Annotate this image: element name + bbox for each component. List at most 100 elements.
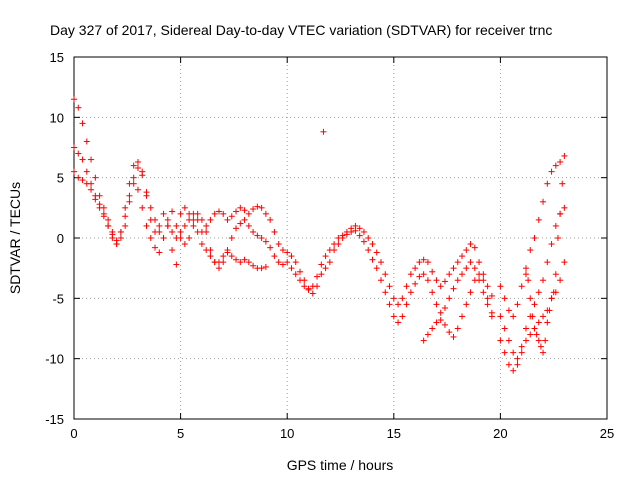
data-point <box>186 210 193 217</box>
data-point <box>348 228 355 235</box>
data-point <box>320 128 327 135</box>
data-point <box>454 259 461 266</box>
data-point <box>407 271 414 278</box>
data-point <box>134 165 141 172</box>
data-point <box>454 325 461 332</box>
data-point <box>373 249 380 256</box>
data-point <box>548 241 555 248</box>
data-point <box>250 228 257 235</box>
data-point <box>514 301 521 308</box>
data-point <box>557 210 564 217</box>
data-point <box>484 301 491 308</box>
data-point <box>258 265 265 272</box>
data-point <box>522 337 529 344</box>
data-point <box>535 319 542 326</box>
data-point <box>262 263 269 270</box>
data-point <box>139 172 146 179</box>
axis-ticks <box>73 56 608 420</box>
data-point <box>190 222 197 229</box>
data-point <box>109 231 116 238</box>
data-point <box>540 198 547 205</box>
data-point <box>71 144 77 151</box>
data-point <box>531 235 538 241</box>
x-tick-label: 20 <box>493 426 507 441</box>
data-point <box>122 213 129 220</box>
data-point <box>561 204 568 211</box>
data-point <box>241 216 248 223</box>
data-point <box>501 295 508 302</box>
data-point <box>522 325 529 332</box>
data-point <box>233 225 240 232</box>
data-point <box>181 241 188 248</box>
data-point <box>156 249 163 256</box>
data-point <box>215 259 222 266</box>
data-point <box>130 162 137 169</box>
data-point <box>284 249 291 256</box>
data-point <box>424 331 431 338</box>
data-point <box>446 295 453 302</box>
data-point <box>552 222 559 229</box>
data-point <box>224 216 231 223</box>
data-point <box>326 247 333 254</box>
data-point <box>100 213 107 220</box>
data-point <box>441 304 448 311</box>
data-point <box>433 319 440 326</box>
data-point <box>181 204 188 211</box>
data-point <box>467 241 474 248</box>
data-point <box>237 204 244 211</box>
data-point <box>220 210 227 217</box>
data-point <box>134 158 141 165</box>
data-point <box>360 228 367 235</box>
data-point <box>542 337 549 344</box>
data-point <box>267 216 274 223</box>
data-point <box>224 249 231 256</box>
y-tick-label: -15 <box>45 412 64 427</box>
data-point <box>546 307 553 314</box>
data-point <box>497 337 504 344</box>
data-point <box>92 174 99 181</box>
data-point <box>177 210 184 217</box>
data-point <box>480 289 487 296</box>
data-point <box>510 313 517 320</box>
data-point <box>258 204 265 211</box>
data-point <box>497 283 504 290</box>
data-points <box>71 96 568 374</box>
data-point <box>237 220 244 227</box>
data-point <box>152 244 159 251</box>
data-point <box>152 216 159 223</box>
data-point <box>390 295 397 302</box>
data-point <box>113 237 120 244</box>
data-point <box>79 120 86 127</box>
data-point <box>476 271 483 278</box>
data-point <box>190 216 197 223</box>
data-point <box>75 174 82 181</box>
data-point <box>228 253 235 260</box>
data-point <box>525 277 532 284</box>
data-point <box>399 313 406 320</box>
data-point <box>505 307 512 314</box>
data-point <box>271 253 278 260</box>
data-point <box>288 253 295 260</box>
data-point <box>79 156 86 163</box>
data-point <box>463 301 470 308</box>
x-tick-label: 0 <box>70 426 77 441</box>
data-point <box>322 265 329 272</box>
data-point <box>531 325 538 332</box>
data-point <box>322 253 329 260</box>
data-point <box>552 271 559 278</box>
data-point <box>245 222 252 229</box>
data-point <box>339 232 346 239</box>
data-point <box>309 283 316 290</box>
data-point <box>424 277 431 284</box>
data-point <box>122 204 129 211</box>
data-point <box>505 337 512 344</box>
data-point <box>531 301 538 308</box>
data-point <box>382 289 389 296</box>
data-point <box>540 313 547 320</box>
data-point <box>198 241 205 248</box>
data-point <box>420 337 427 344</box>
data-point <box>467 289 474 296</box>
data-point <box>117 228 124 235</box>
data-point <box>518 349 525 356</box>
data-point <box>186 235 193 241</box>
